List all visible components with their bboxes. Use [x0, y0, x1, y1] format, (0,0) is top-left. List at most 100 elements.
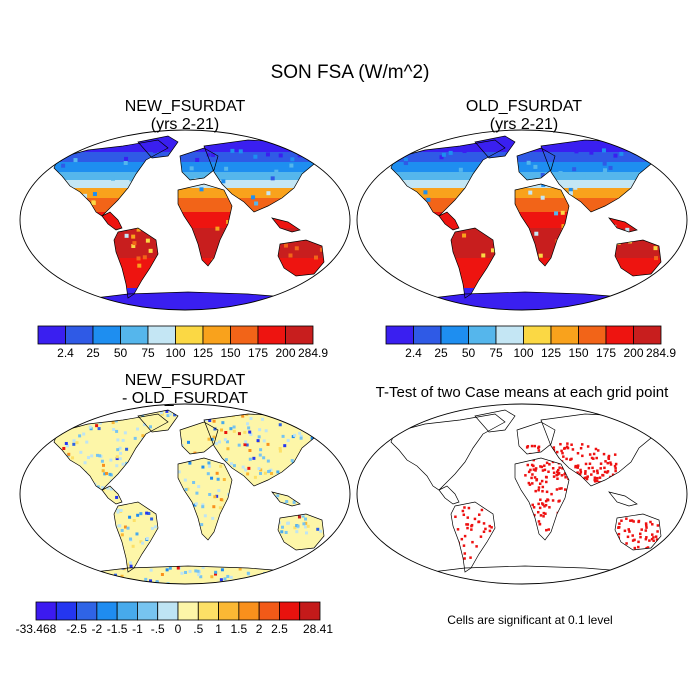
- colorbar-new-swatch: [175, 325, 204, 345]
- colorbar-difference-tick-label: 1: [215, 622, 222, 636]
- map-border: [19, 403, 351, 585]
- colorbar-old-tick-label: 150: [568, 346, 588, 360]
- map-difference: [19, 403, 351, 585]
- colorbar-new: 2.4 25 50 75 100 125 150 175 200 284.9: [37, 325, 328, 360]
- map-ttest-land: [356, 403, 688, 585]
- coastline: [101, 485, 123, 505]
- colorbar-difference-tick-label: -33.468: [16, 622, 57, 636]
- panel-title-new-line1: NEW_FSURDAT: [124, 98, 246, 115]
- map-border: [19, 129, 351, 311]
- colorbar-difference-tick-label: -1.5: [107, 622, 128, 636]
- coastline: [614, 239, 662, 277]
- coastline: [390, 413, 506, 491]
- coastline: [474, 409, 516, 433]
- colorbar-old-tick-label: 175: [596, 346, 616, 360]
- colorbar-old-swatch: [550, 325, 579, 345]
- colorbar-new-tick-label: 25: [86, 346, 100, 360]
- colorbar-new-tick-label: 175: [248, 346, 268, 360]
- panel-title-old-line1: OLD_FSURDAT: [465, 98, 583, 115]
- panel-title-new-line2: (yrs 2-21): [150, 116, 220, 133]
- colorbar-old-swatch: [385, 325, 414, 345]
- colorbar-old-tick-label: 100: [513, 346, 533, 360]
- colorbar-difference-swatch: [55, 601, 77, 621]
- colorbar-new-swatch: [285, 325, 314, 345]
- coastline: [277, 513, 325, 551]
- colorbar-difference-swatch: [177, 601, 199, 621]
- coastline: [101, 211, 123, 231]
- colorbar-old-tick-label: 75: [489, 346, 503, 360]
- coastline: [137, 409, 179, 433]
- colorbar-old-tick-label: 284.9: [646, 346, 676, 360]
- coastline: [514, 457, 570, 541]
- colorbar-new-tick-label: 75: [141, 346, 155, 360]
- coastline: [271, 491, 301, 507]
- colorbar-new-swatch: [65, 325, 94, 345]
- coastline: [177, 183, 233, 267]
- colorbar-difference-tick-label: -.5: [151, 622, 165, 636]
- panel-title-ttest: T-Test of two Case means at each grid po…: [375, 384, 669, 401]
- colorbar-old-swatch: [468, 325, 497, 345]
- land-field: [54, 136, 324, 310]
- coastline: [514, 183, 570, 267]
- panel-title-diff-line1: NEW_FSURDAT: [124, 372, 246, 389]
- colorbar-new-swatch: [257, 325, 286, 345]
- colorbar-difference-swatch: [238, 601, 260, 621]
- colorbar-new-tick-label: 125: [193, 346, 213, 360]
- colorbar-difference-tick-label: 1.5: [231, 622, 248, 636]
- coastline: [608, 491, 638, 507]
- colorbar-new-tick-label: 100: [165, 346, 185, 360]
- colorbar-new-tick-label: 2.4: [57, 346, 74, 360]
- colorbar-difference-swatch: [279, 601, 301, 621]
- colorbar-old-swatch: [523, 325, 552, 345]
- colorbar-old-tick-label: 50: [462, 346, 476, 360]
- colorbar-difference-swatch: [137, 601, 159, 621]
- colorbar-difference-swatch: [116, 601, 138, 621]
- figure-title: SON FSA (W/m^2): [270, 62, 430, 83]
- map-old-fsurdat: [356, 129, 688, 311]
- map-ttest: [356, 403, 688, 585]
- coastline: [474, 135, 516, 159]
- coastline: [271, 217, 301, 233]
- colorbar-difference-tick-label: -2.5: [66, 622, 87, 636]
- colorbar-old-swatch: [413, 325, 442, 345]
- colorbar-new-tick-label: 150: [220, 346, 240, 360]
- coastline: [608, 217, 638, 233]
- coastline: [438, 211, 460, 231]
- coastline: [516, 147, 556, 181]
- colorbar-old-swatch: [605, 325, 634, 345]
- coastline: [177, 457, 233, 541]
- land-field: [54, 410, 324, 584]
- colorbar-difference-swatch: [157, 601, 179, 621]
- coastline: [179, 421, 219, 455]
- panel-title-old: OLD_FSURDAT (yrs 2-21): [424, 98, 624, 134]
- coastline: [516, 421, 556, 455]
- colorbar-old-swatch: [440, 325, 469, 345]
- colorbar-difference-tick-label: 2.5: [271, 622, 288, 636]
- map-old-land: [356, 129, 688, 311]
- colorbar-difference-tick-label: 2: [256, 622, 263, 636]
- colorbar-difference-swatch: [76, 601, 98, 621]
- panel-title-diff: NEW_FSURDAT - OLD_FSURDAT: [85, 372, 285, 408]
- map-border: [356, 129, 688, 311]
- ttest-significance-note: Cells are significant at 0.1 level: [447, 613, 613, 627]
- colorbar-difference-tick-label: .5: [193, 622, 203, 636]
- map-border: [356, 403, 688, 585]
- land-field: [391, 136, 661, 310]
- colorbar-difference-swatch: [197, 601, 219, 621]
- colorbar-new-swatch: [37, 325, 66, 345]
- colorbar-difference-tick-label: 28.41: [303, 622, 333, 636]
- colorbar-old-tick-label: 25: [434, 346, 448, 360]
- colorbar-new-swatch: [120, 325, 149, 345]
- panel-title-new: NEW_FSURDAT (yrs 2-21): [85, 98, 285, 134]
- colorbar-difference-swatch: [218, 601, 240, 621]
- colorbar-difference: -33.468 -2.5 -2 -1.5 -1 -.5 0 .5 1 1.5 2 2.5 28.41: [16, 601, 333, 636]
- colorbar-difference-swatch: [35, 601, 57, 621]
- colorbar-new-swatch: [202, 325, 231, 345]
- colorbar-old-tick-label: 125: [541, 346, 561, 360]
- colorbar-difference-tick-label: -1: [132, 622, 143, 636]
- panel-title-old-line2: (yrs 2-21): [489, 116, 559, 133]
- colorbar-difference-tick-label: 0: [175, 622, 182, 636]
- coastline: [277, 239, 325, 277]
- coastline: [137, 135, 179, 159]
- colorbar-difference-swatch: [96, 601, 118, 621]
